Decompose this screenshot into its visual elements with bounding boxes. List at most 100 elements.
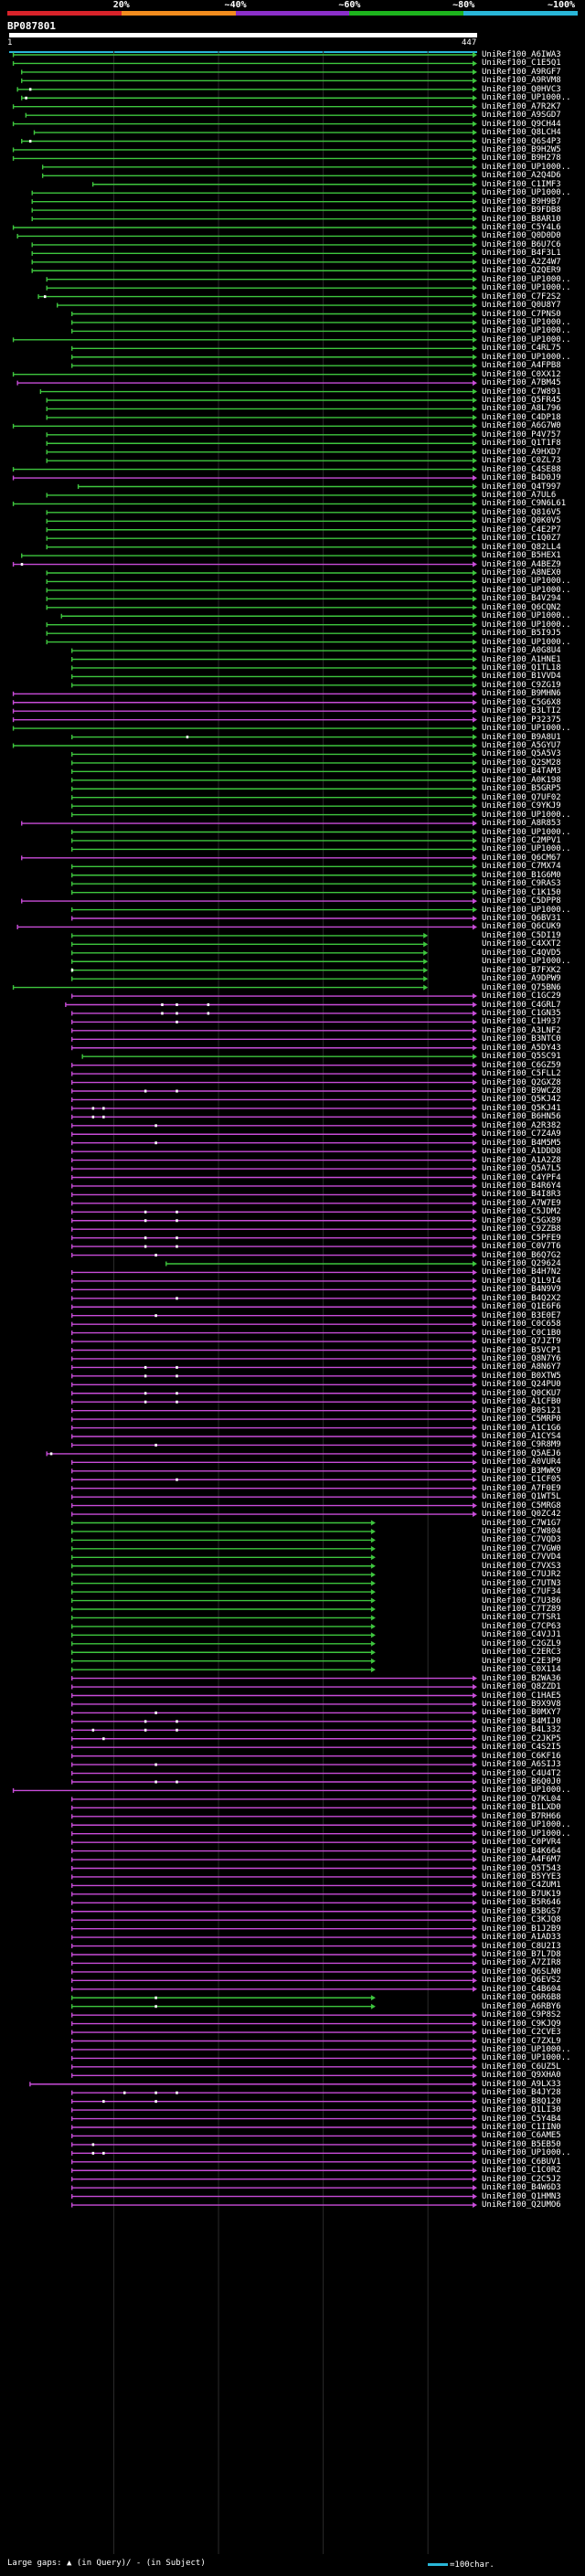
hit-alignment[interactable]: [46, 621, 477, 628]
hit-label[interactable]: UniRef100_B5YYE3: [482, 1871, 561, 1882]
hit-label[interactable]: UniRef100_C1GC29: [482, 991, 561, 1002]
hit-alignment[interactable]: [31, 250, 477, 257]
hit-label[interactable]: UniRef100_A8NEX0: [482, 568, 561, 578]
hit-alignment[interactable]: [71, 1226, 477, 1233]
hit-alignment[interactable]: [71, 1277, 477, 1284]
hit-alignment[interactable]: [46, 639, 477, 645]
hit-label[interactable]: UniRef100_A9HXD7: [482, 447, 561, 457]
hit-label[interactable]: UniRef100_C9P8S2: [482, 2010, 561, 2020]
hit-label[interactable]: UniRef100_Q5SC91: [482, 1052, 561, 1062]
hit-label[interactable]: UniRef100_C5MRG8: [482, 1500, 561, 1511]
hit-label[interactable]: UniRef100_C2ERC3: [482, 1648, 561, 1658]
hit-alignment[interactable]: [12, 501, 477, 507]
hit-alignment[interactable]: [37, 293, 477, 300]
hit-alignment[interactable]: [39, 388, 477, 395]
hit-label[interactable]: UniRef100_Q5AEJ6: [482, 1448, 561, 1458]
hit-alignment[interactable]: [71, 1589, 376, 1595]
hit-label[interactable]: UniRef100_UP1000..: [482, 2148, 571, 2158]
hit-label[interactable]: UniRef100_UP1000..: [482, 317, 571, 327]
hit-label[interactable]: UniRef100_Q7KL04: [482, 1794, 561, 1804]
hit-label[interactable]: UniRef100_B4D0J9: [482, 473, 561, 483]
hit-alignment[interactable]: [71, 1217, 477, 1224]
hit-alignment[interactable]: [71, 1442, 477, 1448]
hit-label[interactable]: UniRef100_C5FLL2: [482, 1069, 561, 1079]
hit-label[interactable]: UniRef100_UP1000..: [482, 283, 571, 293]
hit-alignment[interactable]: [71, 829, 477, 835]
hit-label[interactable]: UniRef100_A5DY43: [482, 1043, 561, 1053]
hit-label[interactable]: UniRef100_B9H278: [482, 154, 561, 164]
hit-alignment[interactable]: [71, 1968, 477, 1975]
hit-alignment[interactable]: [71, 328, 477, 334]
hit-label[interactable]: UniRef100_B5VCP1: [482, 1345, 561, 1355]
hit-label[interactable]: UniRef100_C0PVR4: [482, 1838, 561, 1848]
hit-label[interactable]: UniRef100_C2CVE3: [482, 2028, 561, 2038]
hit-alignment[interactable]: [71, 1382, 477, 1388]
hit-alignment[interactable]: [71, 889, 477, 896]
hit-label[interactable]: UniRef100_A1C1G6: [482, 1423, 561, 1433]
hit-alignment[interactable]: [71, 1572, 376, 1578]
hit-label[interactable]: UniRef100_UP1000..: [482, 585, 571, 595]
hit-alignment[interactable]: [71, 1122, 477, 1129]
hit-label[interactable]: UniRef100_C7VQD3: [482, 1535, 561, 1545]
hit-label[interactable]: UniRef100_B9H9B7: [482, 196, 561, 207]
hit-alignment[interactable]: [71, 1744, 477, 1751]
hit-alignment[interactable]: [71, 1658, 376, 1664]
hit-label[interactable]: UniRef100_B4M5M5: [482, 1138, 561, 1148]
hit-alignment[interactable]: [71, 1511, 477, 1518]
hit-label[interactable]: UniRef100_C0C1B0: [482, 1328, 561, 1338]
hit-alignment[interactable]: [12, 371, 477, 377]
hit-label[interactable]: UniRef100_A8R853: [482, 819, 561, 829]
hit-alignment[interactable]: [46, 1450, 477, 1457]
hit-label[interactable]: UniRef100_C1GN35: [482, 1008, 561, 1018]
hit-label[interactable]: UniRef100_Q6R6B8: [482, 1993, 561, 2003]
hit-label[interactable]: UniRef100_Q1WT5L: [482, 1492, 561, 1502]
hit-label[interactable]: UniRef100_C7Z4A9: [482, 1129, 561, 1140]
hit-alignment[interactable]: [46, 631, 477, 637]
hit-alignment[interactable]: [71, 794, 477, 800]
hit-label[interactable]: UniRef100_Q6CUK9: [482, 922, 561, 932]
hit-label[interactable]: UniRef100_B5I9J5: [482, 629, 561, 639]
hit-alignment[interactable]: [71, 1935, 477, 1941]
hit-label[interactable]: UniRef100_C5G6X8: [482, 697, 561, 707]
hit-alignment[interactable]: [71, 1321, 477, 1328]
hit-label[interactable]: UniRef100_Q0CKU7: [482, 1388, 561, 1398]
hit-label[interactable]: UniRef100_Q82LL4: [482, 542, 561, 552]
hit-label[interactable]: UniRef100_C5PFE9: [482, 1233, 561, 1243]
hit-label[interactable]: UniRef100_A2R382: [482, 1120, 561, 1130]
hit-alignment[interactable]: [71, 1174, 477, 1181]
hit-alignment[interactable]: [71, 1632, 376, 1638]
hit-label[interactable]: UniRef100_B4W6D3: [482, 2183, 561, 2193]
hit-alignment[interactable]: [12, 146, 477, 153]
hit-label[interactable]: UniRef100_Q7JZT9: [482, 1337, 561, 1347]
hit-label[interactable]: UniRef100_A1DDD8: [482, 1147, 561, 1157]
hit-alignment[interactable]: [71, 1157, 477, 1163]
hit-label[interactable]: UniRef100_B6U7C6: [482, 239, 561, 249]
hit-alignment[interactable]: [71, 2168, 477, 2174]
hit-alignment[interactable]: [71, 1813, 477, 1819]
hit-alignment[interactable]: [71, 2193, 477, 2200]
hit-label[interactable]: UniRef100_B1LXD0: [482, 1803, 561, 1813]
hit-label[interactable]: UniRef100_C1IIN0: [482, 2123, 561, 2132]
hit-alignment[interactable]: [71, 2185, 477, 2191]
hit-label[interactable]: UniRef100_C9R8M9: [482, 1440, 561, 1450]
hit-label[interactable]: UniRef100_C1C0R2: [482, 2166, 561, 2176]
hit-label[interactable]: UniRef100_C5DI19: [482, 930, 561, 940]
hit-alignment[interactable]: [71, 1097, 477, 1103]
hit-label[interactable]: UniRef100_C2JKP5: [482, 1733, 561, 1744]
hit-alignment[interactable]: [31, 216, 477, 222]
hit-label[interactable]: UniRef100_Q1TL18: [482, 663, 561, 673]
hit-label[interactable]: UniRef100_UP1000..: [482, 1829, 571, 1839]
hit-label[interactable]: UniRef100_C4VJJ1: [482, 1630, 561, 1640]
hit-alignment[interactable]: [12, 52, 477, 58]
hit-label[interactable]: UniRef100_UP1000..: [482, 620, 571, 630]
hit-alignment[interactable]: [71, 1027, 477, 1034]
hit-label[interactable]: UniRef100_A9LX33: [482, 2079, 561, 2089]
hit-label[interactable]: UniRef100_A1A2Z8: [482, 1155, 561, 1165]
hit-alignment[interactable]: [71, 2158, 477, 2165]
hit-alignment[interactable]: [71, 1830, 477, 1837]
hit-alignment[interactable]: [46, 544, 477, 550]
hit-label[interactable]: UniRef100_A9SGD7: [482, 111, 561, 121]
hit-label[interactable]: UniRef100_C4U4T2: [482, 1768, 561, 1778]
hit-label[interactable]: UniRef100_UP1000..: [482, 93, 571, 103]
hit-alignment[interactable]: [12, 423, 477, 429]
